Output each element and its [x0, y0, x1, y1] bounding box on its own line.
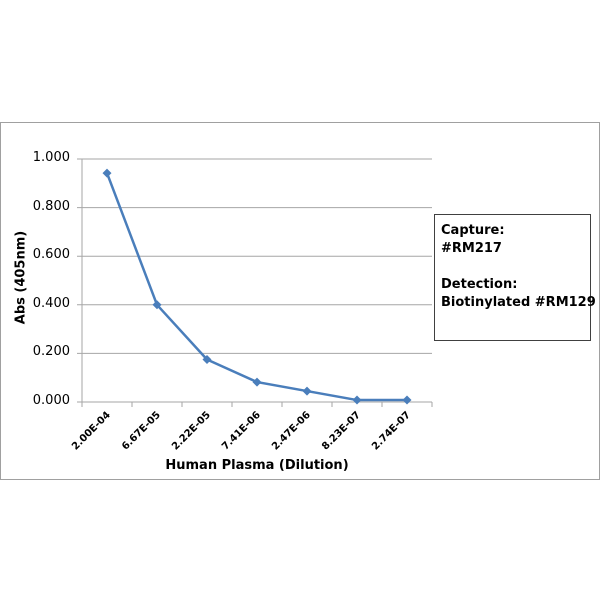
- detection-label: Detection:: [441, 277, 518, 292]
- data-point-marker: [302, 386, 312, 396]
- data-point-marker: [102, 168, 112, 178]
- data-point-marker: [352, 395, 362, 405]
- detection-value: Biotinylated #RM129: [441, 295, 596, 310]
- y-axis-label: Abs (405nm): [13, 230, 29, 325]
- data-point-marker: [402, 395, 412, 405]
- capture-value: #RM217: [441, 241, 502, 256]
- data-point-marker: [252, 377, 262, 387]
- x-axis-label: Human Plasma (Dilution): [165, 458, 349, 473]
- data-point-marker: [152, 300, 162, 310]
- y-tick-label: 1.000: [32, 150, 70, 165]
- y-tick-label: 0.600: [32, 247, 70, 263]
- capture-label: Capture:: [441, 223, 505, 238]
- annotation-box: Capture: #RM217 Detection: Biotinylated …: [434, 214, 596, 341]
- y-tick-label: 0.000: [32, 393, 70, 408]
- y-tick-label: 0.800: [32, 198, 70, 214]
- data-point-marker: [202, 354, 212, 364]
- y-tick-label: 0.200: [32, 344, 70, 360]
- y-tick-label: 0.400: [32, 295, 70, 311]
